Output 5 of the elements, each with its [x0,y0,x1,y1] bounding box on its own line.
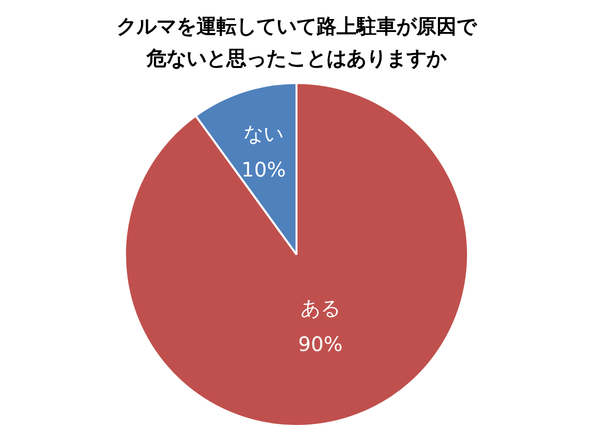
data-label: 10% [241,158,286,182]
slice-label: ある [300,296,340,320]
slice-label: ない [244,122,284,146]
chart-title: クルマを運転していて路上駐車が原因で危ないと思ったことはありますか [116,14,478,70]
data-label: 90% [298,332,343,356]
